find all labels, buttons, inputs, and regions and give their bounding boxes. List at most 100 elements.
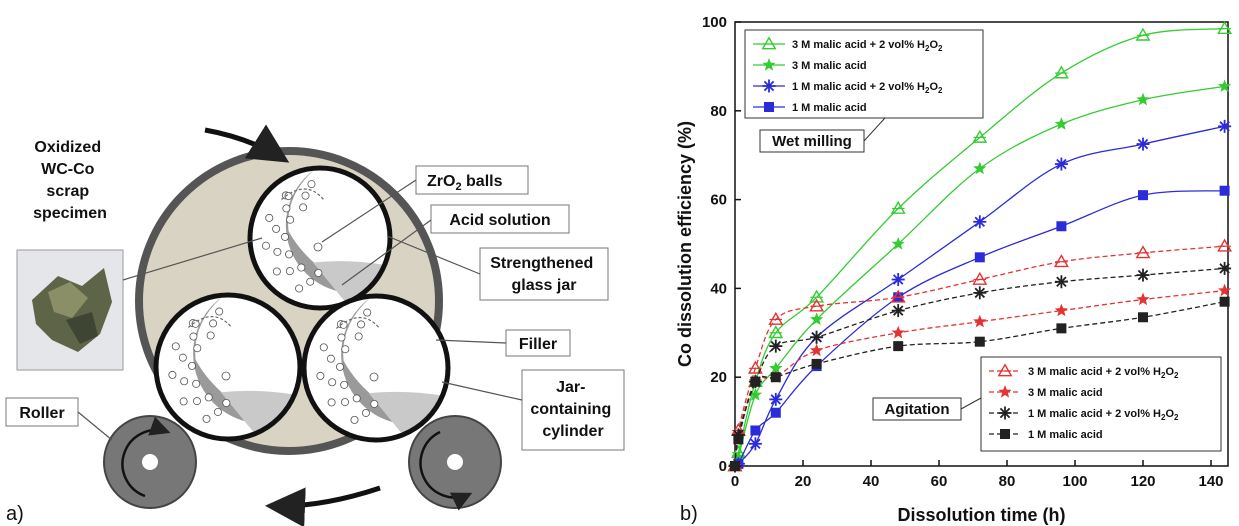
data-point: [764, 102, 774, 112]
x-tick-label: 60: [931, 473, 948, 490]
jar-left-motion-arrow-icon: [188, 316, 233, 328]
data-point: [1217, 238, 1233, 252]
data-point: [1054, 117, 1069, 130]
milling-diagram: Oxidized WC-Co scrap specimen ZrO2 balls…: [5, 124, 625, 526]
data-point: [998, 406, 1012, 420]
data-point: [809, 298, 825, 312]
x-tick-label: 120: [1130, 473, 1155, 490]
series-line: [734, 28, 1225, 467]
roller-right-rotation-icon: [419, 430, 473, 511]
wet-milling-annotation-text: Wet milling: [772, 133, 852, 150]
jar-left-media: [193, 297, 272, 424]
data-point: [1135, 27, 1151, 41]
series-line: [734, 190, 1225, 468]
y-tick-label: 0: [719, 458, 727, 475]
jar-right-motion-arrow-icon: [336, 317, 381, 329]
data-point: [750, 425, 761, 436]
data-point: [1217, 79, 1232, 93]
data-point: [997, 363, 1013, 377]
wet-milling-annotation: Wet milling: [759, 117, 886, 153]
agitation-annotation-text: Agitation: [885, 401, 950, 418]
data-point: [1218, 261, 1232, 275]
data-point: [809, 312, 824, 326]
data-point: [809, 343, 824, 357]
data-point: [1054, 303, 1069, 317]
cylinder-label-box: [521, 369, 625, 451]
roller-left-rotation-icon: [121, 416, 171, 498]
panel-a-label: a): [6, 503, 24, 525]
legend-entry: 1 M malic acid: [1028, 429, 1103, 441]
data-point: [1218, 119, 1232, 133]
glass-jar-label: Strengthened glass jar: [490, 255, 598, 294]
specimen-photo: [16, 249, 124, 371]
y-tick-label: 60: [710, 192, 727, 209]
dissolution-chart: b) 0 20 40 60 80 100 120 140 0 20 40 60 80 100 Dissolu…: [675, 14, 1233, 525]
filler-label: Filler: [519, 336, 557, 353]
data-point: [891, 325, 905, 339]
jar-top-motion-arrow-icon: [281, 188, 324, 200]
data-point: [1219, 185, 1230, 196]
data-point: [972, 129, 988, 143]
y-tick-label: 40: [710, 280, 727, 297]
data-point: [893, 341, 904, 352]
x-tick-label: 20: [795, 473, 812, 490]
data-point: [890, 289, 906, 303]
roller-label: Roller: [19, 405, 64, 422]
data-point: [998, 385, 1012, 398]
data-point: [973, 215, 987, 229]
jar-top-media: [285, 170, 362, 294]
series-agitation-6: [728, 261, 1232, 473]
jar-top: [247, 165, 393, 311]
roller-left: [103, 415, 197, 509]
data-point: [769, 361, 783, 374]
data-point: [762, 58, 776, 71]
data-point: [973, 286, 987, 300]
x-tick-label: 0: [731, 473, 739, 490]
x-tick-label: 80: [999, 473, 1016, 490]
jar-left-balls: [168, 307, 231, 423]
data-point: [974, 252, 985, 263]
rotation-arrow-top-icon: [204, 124, 290, 163]
y-axis-label: Co dissolution efficiency (%): [675, 121, 695, 367]
legend-entry: 1 M malic acid + 2 vol% H2O2: [792, 81, 943, 95]
data-point: [1136, 137, 1150, 151]
data-point: [1136, 268, 1150, 282]
data-point: [748, 387, 763, 401]
jar-left: [153, 292, 303, 442]
panel-b-label: b): [680, 503, 698, 525]
series-line: [734, 245, 1225, 467]
acid-solution-label-box: [430, 204, 570, 234]
data-point: [1217, 283, 1232, 297]
y-tick-label: 80: [710, 103, 727, 120]
series-line: [734, 267, 1225, 467]
data-point: [1135, 245, 1151, 259]
zro2-label: ZrO2 balls: [427, 173, 503, 193]
data-point: [809, 289, 825, 303]
legend-entry: 3 M malic acid + 2 vol% H2O2: [1028, 366, 1179, 380]
series-wet-1: [728, 79, 1232, 472]
legend-wet-milling: 3 M malic acid + 2 vol% H2O2 3 M malic ac…: [744, 29, 984, 119]
data-point: [748, 437, 762, 451]
data-point: [761, 36, 777, 50]
jar-right-media: [341, 298, 420, 425]
data-point: [891, 273, 905, 287]
data-point: [1136, 292, 1150, 306]
series-line: [734, 125, 1225, 467]
data-point: [1053, 65, 1069, 79]
data-point: [768, 325, 784, 339]
data-point: [733, 434, 744, 445]
series-line: [734, 85, 1225, 467]
data-point: [1217, 20, 1233, 35]
data-point: [1054, 275, 1068, 289]
roller-label-box: [5, 397, 79, 427]
data-point: [730, 461, 740, 471]
plot-frame: [734, 21, 1229, 467]
data-point: [973, 161, 987, 175]
data-point: [891, 237, 905, 250]
y-tick-label: 20: [710, 369, 727, 386]
data-point: [891, 304, 905, 318]
data-point: [769, 392, 783, 406]
data-point: [972, 271, 988, 285]
agitation-annotation: Agitation: [872, 397, 982, 421]
x-tick-label: 40: [863, 473, 880, 490]
